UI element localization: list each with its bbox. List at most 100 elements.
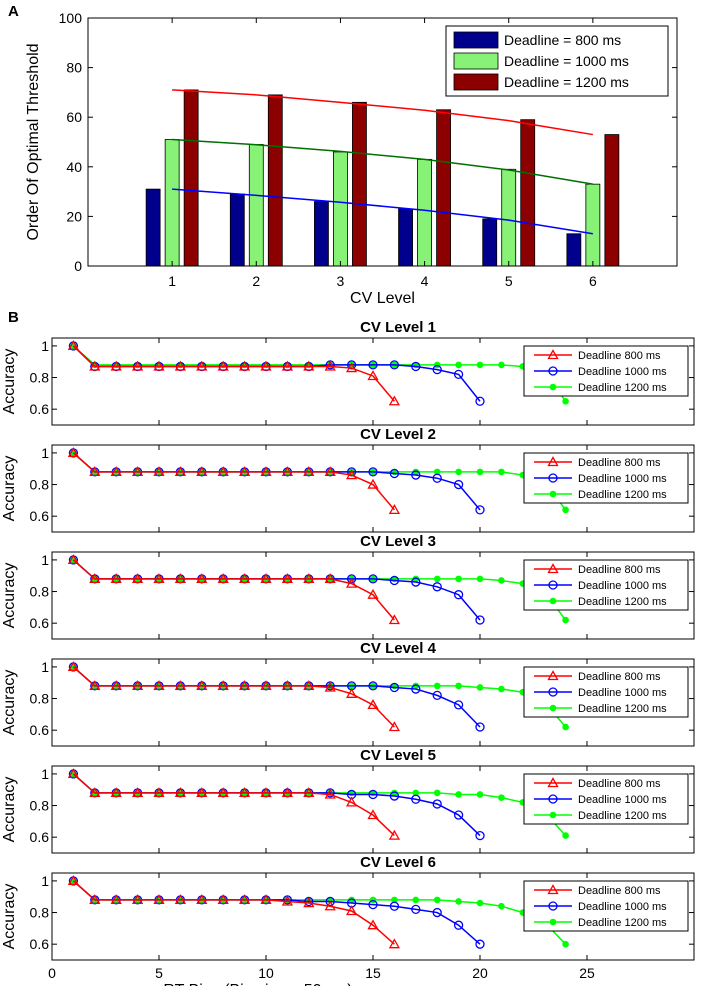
point-deadline-1000-ms [453,700,464,710]
point-deadline-800-ms [67,447,80,458]
point-deadline-800-ms [345,687,358,698]
panel-a-label: A [8,3,19,20]
point-deadline-800-ms [388,504,401,515]
point-deadline-1000-ms [389,791,400,801]
legend-marker-deadline-1000-ms [548,580,558,590]
legend-label-deadline-800-ms: Deadline 800 ms [578,778,661,790]
point-deadline-800-ms [260,894,272,905]
point-deadline-1000-ms [389,901,400,911]
point-deadline-800-ms [153,787,165,798]
point-deadline-1000-ms [389,682,400,693]
point-deadline-1000-ms [475,722,485,732]
point-deadline-800-ms [131,466,144,477]
point-deadline-1000-ms [368,360,378,370]
point-deadline-1200-ms [455,575,462,583]
point-deadline-800-ms [174,894,187,905]
point-deadline-800-ms [303,680,315,691]
line-deadline-800-ms [72,666,395,728]
legend-label-deadline-1000-ms: Deadline 1000 ms [578,794,667,806]
point-deadline-800-ms [89,466,101,477]
legend-label-deadline-800-ms: Deadline 800 ms [578,564,661,576]
point-deadline-800-ms [303,573,315,584]
subplot-title: CV Level 6 [360,854,436,871]
point-deadline-1000-ms [368,899,378,910]
point-deadline-800-ms [345,577,358,588]
x-tick-label: 20 [472,965,488,981]
legend-marker-deadline-1200-ms [549,918,557,926]
point-deadline-800-ms [303,360,315,371]
point-deadline-800-ms [89,894,101,905]
bar-deadline-1200-ms-cv4 [436,109,451,267]
y-axis-label: Accuracy [1,670,18,736]
point-deadline-1200-ms [562,723,569,731]
point-deadline-800-ms [303,897,315,908]
y-tick-label: 80 [66,60,82,76]
y-tick-label: 1 [41,766,49,782]
bar-deadline-1000-ms-cv3 [333,151,348,267]
y-tick-label: 0.8 [30,691,50,707]
y-axis-label: Accuracy [1,456,18,522]
point-deadline-1000-ms [346,467,357,477]
point-deadline-800-ms [131,573,144,584]
trend-line-deadline-800-ms [172,188,593,235]
y-tick-label: 0.8 [30,584,50,600]
point-deadline-800-ms [67,340,80,351]
point-deadline-800-ms [260,360,272,371]
point-deadline-800-ms [174,360,187,371]
point-deadline-800-ms [388,395,401,406]
legend-label-deadline-1200-ms: Deadline 1200 ms [578,489,667,501]
point-deadline-800-ms [345,469,358,480]
legend-label-deadline-800-ms: Deadline 800 ms [578,885,661,897]
y-tick-label: 1 [41,873,49,889]
point-deadline-800-ms [217,680,229,691]
subplot-title: CV Level 3 [360,533,436,550]
point-deadline-800-ms [217,787,229,798]
point-deadline-800-ms [131,894,144,905]
bar-deadline-800-ms-cv1 [145,188,161,267]
legend-label-deadline-1000-ms: Deadline 1000 ms [578,473,667,485]
legend-label-deadline-800-ms: Deadline 800 ms [578,350,661,362]
point-deadline-1200-ms [498,361,505,369]
point-deadline-1000-ms [475,505,485,515]
point-deadline-1000-ms [432,582,442,592]
point-deadline-800-ms [388,721,401,732]
subplot-title: CV Level 5 [360,747,436,764]
point-deadline-800-ms [217,466,229,477]
subplot-cv-level-3: CV Level 3 0.6 0.8 1 Accuracy Deadline 800 ms… [1,533,695,640]
subplot-cv-level-4: CV Level 4 0.6 0.8 1 Accuracy Deadline 800 ms… [1,640,695,747]
y-tick-label: 20 [66,208,82,224]
point-deadline-1000-ms [368,467,378,477]
point-deadline-800-ms [89,573,101,584]
point-deadline-1000-ms [432,364,442,375]
x-tick-label: 25 [579,965,595,981]
legend-marker-deadline-1200-ms [549,383,557,391]
y-tick-label: 0.8 [30,798,50,814]
legend-label-deadline-1000-ms: Deadline 1000 ms [578,901,667,913]
legend-marker-deadline-800-ms [547,349,559,360]
point-deadline-800-ms [345,905,358,916]
trend-line-deadline-1200-ms [172,89,593,136]
line-deadline-800-ms [72,345,395,402]
point-deadline-800-ms [153,466,165,477]
y-tick-label: 1 [41,445,49,461]
point-deadline-800-ms [174,573,187,584]
y-tick-label: 0.6 [30,615,50,631]
point-deadline-800-ms [281,360,294,371]
point-deadline-1200-ms [455,791,462,798]
subplot-title: CV Level 4 [360,640,437,657]
legend-label-deadline-1200-ms: Deadline 1200 ms [578,703,667,715]
point-deadline-1000-ms [389,360,400,370]
point-deadline-800-ms [367,809,379,820]
point-deadline-800-ms [153,360,165,371]
point-deadline-800-ms [238,466,251,477]
point-deadline-1000-ms [475,830,485,841]
point-deadline-1000-ms [432,690,442,701]
point-deadline-800-ms [196,787,208,798]
point-deadline-800-ms [367,478,379,489]
legend-label-deadline-1200-ms: Deadline 1200 ms [578,810,667,822]
bar-deadline-800-ms-cv3 [314,201,329,267]
point-deadline-800-ms [324,466,336,477]
point-deadline-1000-ms [432,799,442,809]
legend-label-deadline-800-ms: Deadline 800 ms [578,457,661,469]
subplot-title: CV Level 1 [360,319,436,336]
